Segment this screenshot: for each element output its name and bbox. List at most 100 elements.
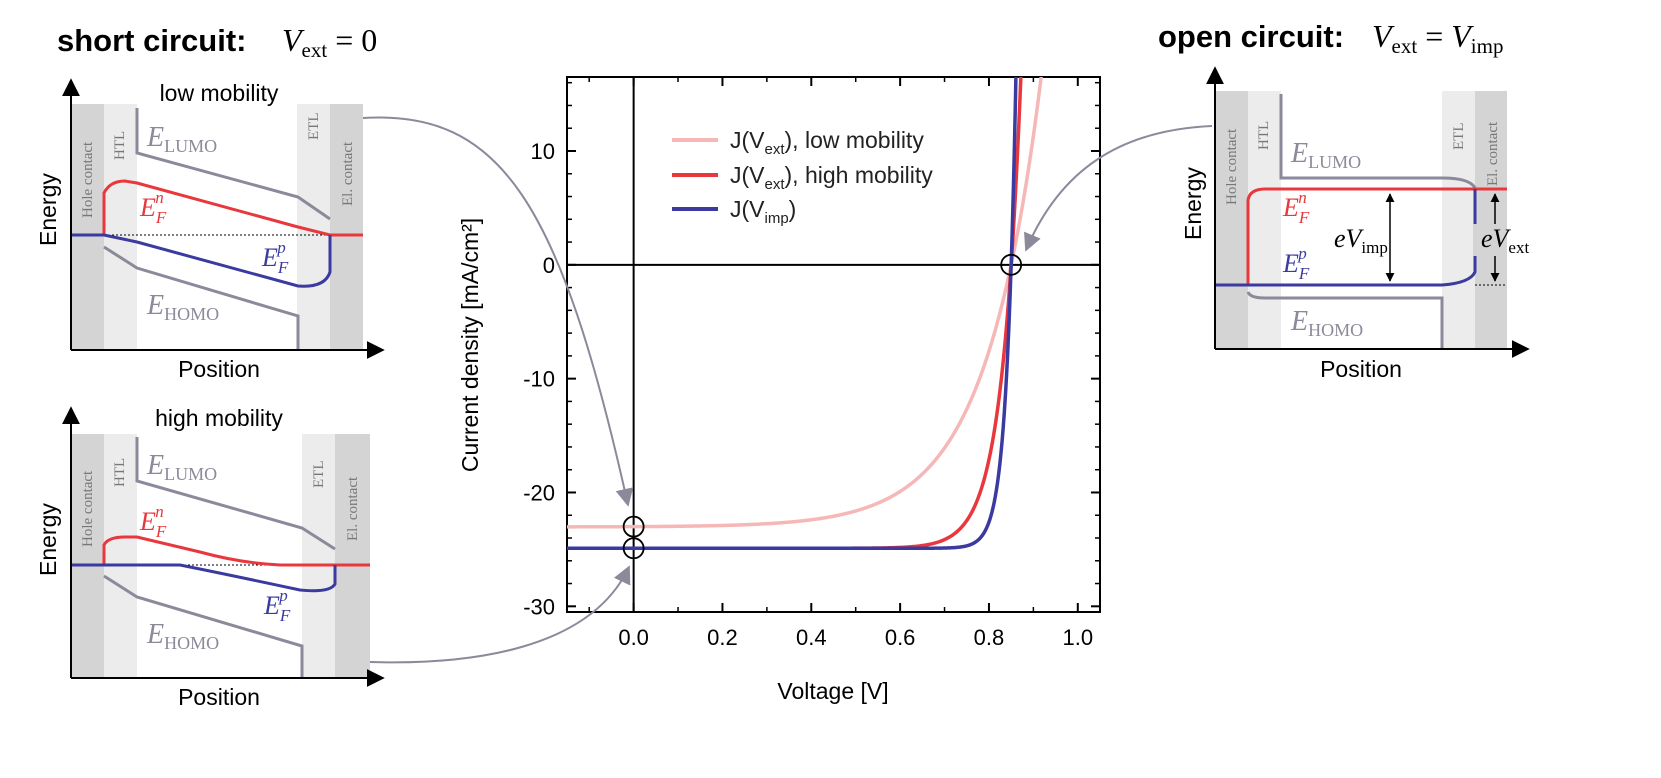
lumo-e: E bbox=[1290, 138, 1308, 169]
legend-low-sub: ext bbox=[765, 141, 786, 158]
fermi-n-e: E bbox=[1282, 193, 1299, 222]
fermi-n-line bbox=[1246, 187, 1507, 285]
legend-high-tail: ), high mobility bbox=[785, 162, 934, 188]
oc-vimp-sub: imp bbox=[1471, 34, 1504, 58]
legend-high-main: J(V bbox=[730, 162, 765, 188]
homo-e: E bbox=[146, 290, 164, 321]
legend-low-main: J(V bbox=[730, 127, 765, 153]
svg-text:eVext: eVext bbox=[1481, 224, 1529, 257]
fermi-n-sup: n bbox=[155, 502, 164, 521]
fermi-p-sub: F bbox=[279, 606, 291, 625]
oc-vimp-v: V bbox=[1451, 18, 1474, 54]
band-diagram-low-mobility: Hole contact HTL ETL El. contact ELUMO E… bbox=[35, 78, 385, 382]
jv-curve-imp bbox=[567, 77, 1018, 551]
lumo-e: E bbox=[146, 122, 164, 153]
el-contact-region bbox=[330, 104, 363, 350]
connector-low-to-jsc bbox=[362, 116, 634, 507]
svg-text:Vext = 0: Vext = 0 bbox=[282, 22, 377, 62]
el-contact-label: El. contact bbox=[1485, 121, 1501, 186]
htl-label: HTL bbox=[112, 131, 128, 160]
lumo-line bbox=[135, 437, 336, 551]
x-tick-label: 1.0 bbox=[1062, 625, 1093, 650]
el-contact-label: El. contact bbox=[340, 141, 356, 206]
svg-text:J(Vext), high mobility: J(Vext), high mobility bbox=[730, 162, 933, 193]
svg-text:Vext = Vimp: Vext = Vimp bbox=[1372, 18, 1503, 58]
etl-label: ETL bbox=[311, 461, 327, 489]
band-diagram-high-mobility: Hole contact HTL ETL El. contact E LUMO E… bbox=[35, 405, 385, 710]
low-position-label: Position bbox=[178, 356, 260, 382]
jv-curve-low-mobility bbox=[567, 77, 1043, 529]
x-tick-label: 0.2 bbox=[707, 625, 738, 650]
homo-sub: HOMO bbox=[1308, 320, 1363, 340]
svg-text:EFp: EFp bbox=[1282, 244, 1310, 283]
etl-label: ETL bbox=[306, 113, 322, 141]
fermi-p-line bbox=[71, 563, 337, 593]
vext-label-bg bbox=[1473, 224, 1505, 256]
fermi-n-line bbox=[71, 535, 370, 567]
y-tick-label: -30 bbox=[523, 594, 555, 619]
fermi-p-sup: p bbox=[1297, 244, 1307, 263]
x-tick-label: 0.8 bbox=[974, 625, 1005, 650]
fermi-n-sub: F bbox=[155, 208, 167, 227]
jsc-low-marker bbox=[622, 515, 645, 538]
vimp-e: eV bbox=[1334, 224, 1365, 253]
jsc-high-marker bbox=[622, 537, 645, 560]
el-contact-label: El. contact bbox=[345, 476, 361, 541]
fermi-n-sup: n bbox=[155, 188, 164, 207]
hole-contact-region bbox=[71, 434, 104, 678]
hole-contact-region bbox=[71, 104, 104, 350]
voltage-axis-label: Voltage [V] bbox=[777, 678, 888, 704]
etl-region bbox=[1442, 91, 1475, 349]
open-circuit-label: open circuit: bbox=[1158, 19, 1344, 54]
htl-region bbox=[104, 104, 137, 350]
lumo-sub: LUMO bbox=[164, 136, 217, 156]
lumo-line bbox=[1279, 94, 1477, 189]
fermi-p-sub: F bbox=[1298, 264, 1310, 283]
fermi-p-line bbox=[71, 233, 332, 288]
svg-text:EHOMO: EHOMO bbox=[146, 290, 219, 324]
lumo-sub: LUMO bbox=[164, 464, 217, 484]
fermi-n-line bbox=[71, 179, 363, 237]
htl-region bbox=[104, 434, 137, 678]
low-energy-label: Energy bbox=[35, 173, 61, 246]
fermi-p-sup: p bbox=[278, 586, 288, 605]
homo-line bbox=[1246, 291, 1444, 349]
homo-sub: HOMO bbox=[164, 304, 219, 324]
svg-text:EFn: EFn bbox=[139, 188, 167, 227]
svg-text:eVimp: eVimp bbox=[1334, 224, 1388, 257]
fermi-n-e: E bbox=[139, 507, 156, 536]
htl-label: HTL bbox=[112, 458, 128, 487]
etl-region bbox=[302, 434, 335, 678]
fermi-p-e: E bbox=[261, 243, 278, 272]
vext-sub: ext bbox=[302, 38, 328, 62]
vext-e: eV bbox=[1481, 224, 1512, 253]
low-mobility-title: low mobility bbox=[160, 80, 279, 106]
svg-text:ELUMO: ELUMO bbox=[146, 122, 217, 156]
svg-text:EFp: EFp bbox=[261, 238, 289, 277]
x-tick-label: 0.4 bbox=[796, 625, 827, 650]
svg-text:EFn: EFn bbox=[1282, 188, 1310, 227]
vext-rhs: = 0 bbox=[327, 22, 377, 58]
htl-region bbox=[1248, 91, 1281, 349]
plot-frame bbox=[566, 76, 1101, 613]
open-circuit-header: open circuit: Vext = Vimp bbox=[1158, 18, 1503, 58]
short-circuit-label: short circuit: bbox=[57, 23, 246, 58]
y-tick-label: -20 bbox=[523, 480, 555, 505]
jv-markers bbox=[622, 253, 1023, 560]
hole-contact-label: Hole contact bbox=[80, 141, 96, 218]
vext-v: V bbox=[282, 22, 305, 58]
connector-high-to-jsc bbox=[369, 565, 631, 664]
fermi-p-line bbox=[1215, 189, 1477, 287]
band-diagram-open-circuit: Hole contact HTL ETL El. contact ELUMO E… bbox=[1180, 66, 1530, 382]
svg-text:EFn: EFn bbox=[139, 502, 167, 541]
vext-label-sub: ext bbox=[1508, 238, 1529, 257]
svg-text:EFp: EFp bbox=[263, 586, 291, 625]
hole-contact-label: Hole contact bbox=[80, 470, 96, 547]
y-tick-label: -10 bbox=[523, 367, 555, 392]
legend-imp-tail: ) bbox=[789, 196, 797, 222]
vimp-sub: imp bbox=[1361, 238, 1387, 257]
current-density-axis-label: Current density [mA/cm²] bbox=[457, 218, 483, 472]
short-circuit-header: short circuit: Vext = 0 bbox=[57, 22, 377, 62]
hole-contact-region bbox=[1215, 91, 1248, 349]
oc-vext-sub: ext bbox=[1392, 34, 1418, 58]
